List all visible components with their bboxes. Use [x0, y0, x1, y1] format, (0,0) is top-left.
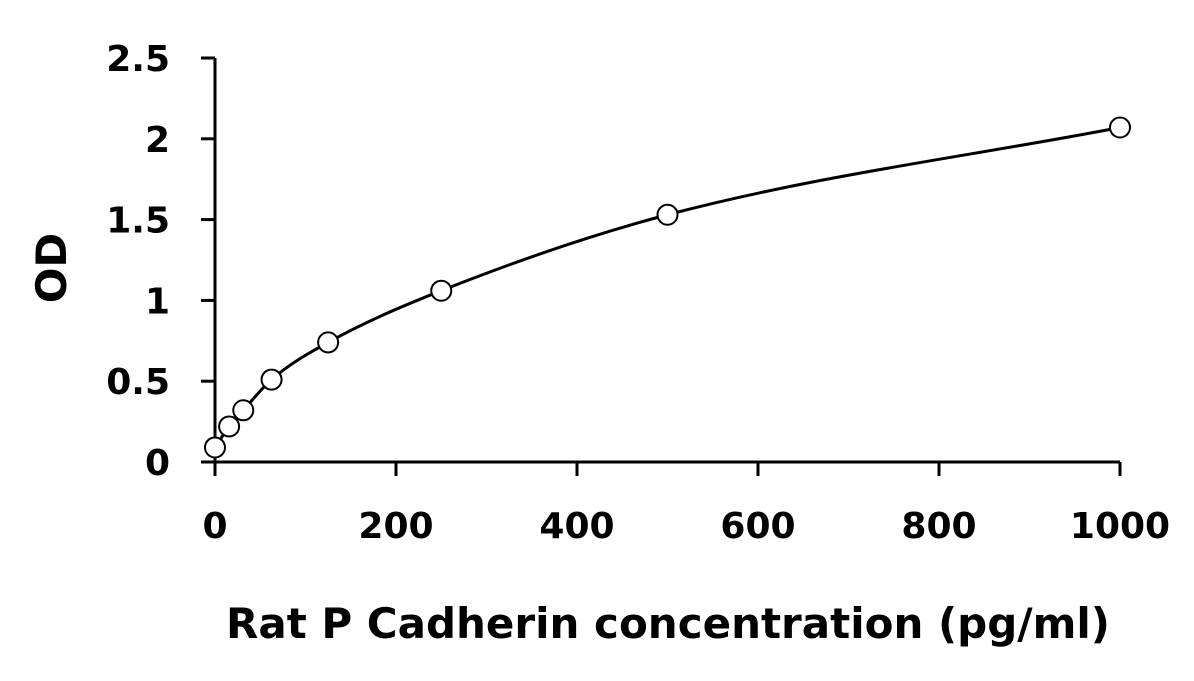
y-tick-label: 0.5: [106, 362, 170, 403]
x-tick-label: 800: [901, 506, 976, 547]
data-point: [232, 399, 255, 422]
y-tick-label: 2: [145, 120, 170, 161]
data-point: [204, 436, 226, 459]
y-tick-label: 2.5: [106, 39, 170, 80]
y-tick-label: 1: [145, 281, 170, 322]
data-point: [260, 368, 283, 391]
y-axis-ticks: 0 0.5 1 1.5 2 2.5: [106, 39, 215, 484]
data-point: [218, 415, 241, 438]
data-point: [1109, 116, 1131, 139]
data-point: [430, 279, 453, 302]
x-axis-ticks: 0 200 400 600 800 1000: [202, 462, 1170, 547]
data-points: [204, 116, 1131, 459]
data-point: [317, 331, 340, 354]
y-tick-label: 0: [145, 443, 170, 484]
x-tick-label: 600: [720, 506, 795, 547]
y-tick-label: 1.5: [106, 201, 170, 242]
y-axis-title: OD: [27, 233, 76, 304]
fit-curve: [213, 126, 1121, 449]
x-tick-label: 1000: [1070, 506, 1170, 547]
x-tick-label: 400: [539, 506, 614, 547]
x-tick-label: 200: [358, 506, 433, 547]
x-tick-label: 0: [202, 506, 227, 547]
x-axis-title: Rat P Cadherin concentration (pg/ml): [226, 599, 1110, 648]
data-point: [656, 203, 679, 226]
